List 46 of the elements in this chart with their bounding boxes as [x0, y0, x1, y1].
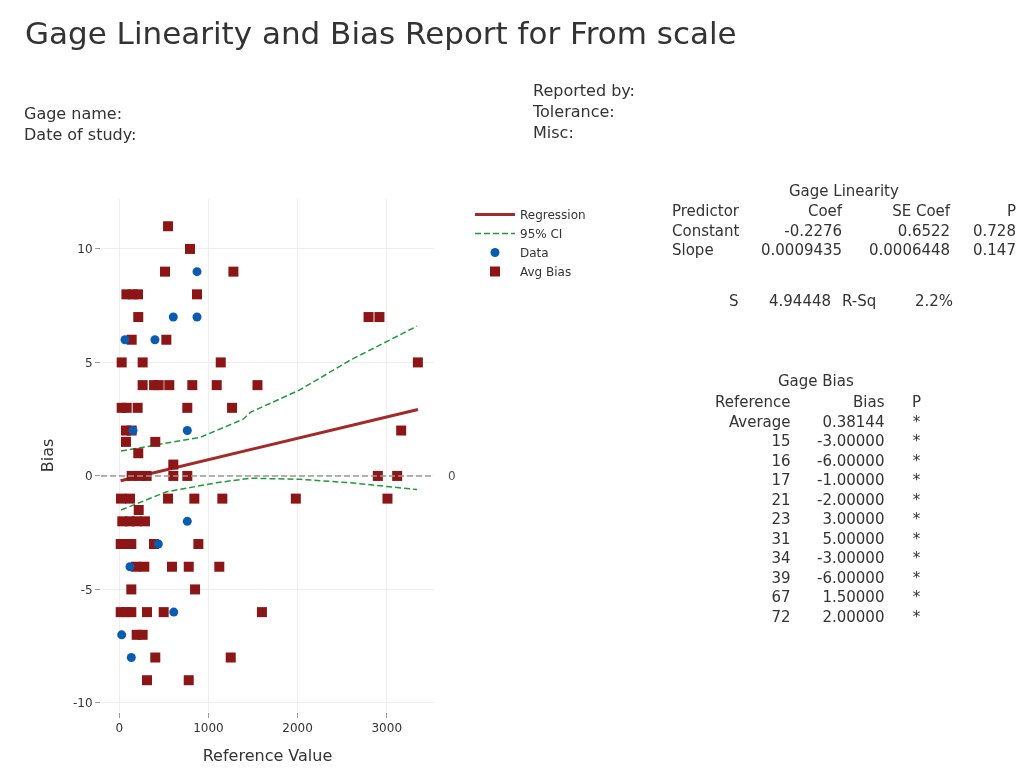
point	[168, 312, 178, 322]
text: R-Sq	[842, 292, 877, 310]
point	[192, 267, 202, 277]
y-axis-title: Bias	[37, 438, 57, 473]
legend-label: Data	[520, 246, 549, 261]
text: Predictor Constant Slope	[672, 202, 740, 259]
line-series	[120, 325, 418, 452]
point	[117, 630, 127, 640]
point	[150, 335, 160, 345]
point	[169, 607, 179, 617]
y-tick-label: -10	[72, 696, 93, 711]
text: Gage Bias	[778, 372, 854, 390]
legend-label: Regression	[520, 208, 586, 223]
x-tick-label: 2000	[282, 721, 313, 736]
point	[182, 426, 192, 436]
text: Gage Linearity	[789, 182, 899, 200]
legend-label: 95% CI	[520, 227, 563, 242]
text: SE Coef 0.6522 0.0006448	[869, 202, 951, 259]
y-tick-label: -5	[80, 582, 93, 597]
ref-line-label: 0	[448, 469, 456, 483]
text: P * * * * * * * * * * *	[912, 393, 922, 626]
y-tick-label: 10	[77, 242, 93, 257]
text: Gage name: Date of study:	[24, 104, 137, 144]
point	[125, 562, 135, 572]
text: 2.2%	[915, 292, 954, 310]
x-axis-title: Reference Value	[202, 746, 333, 766]
text: Bias 0.38144 -3.00000 -6.00000 -1.00000 -2.00000 3.00000 5.00000 -3.00000 -6.00000 1.50000 2.00000	[817, 393, 885, 626]
point	[182, 516, 192, 526]
x-tick-label: 3000	[371, 721, 403, 736]
point	[153, 539, 163, 549]
x-tick-label: 0	[115, 721, 124, 736]
x-tick-label: 1000	[193, 721, 224, 736]
text: S	[729, 292, 739, 310]
text: 4.94448	[769, 292, 832, 310]
point	[192, 312, 202, 322]
text: Reference Average 15 16 17 21 23 31 34 39 67 72	[715, 393, 791, 626]
point	[120, 335, 130, 345]
text: P 0.728 0.147	[973, 202, 1016, 259]
y-tick-label: 0	[84, 469, 93, 484]
legend-label: Avg Bias	[520, 265, 572, 280]
chart-title: Gage Linearity and Bias Report for From scale	[25, 14, 737, 51]
y-tick-label: 5	[84, 355, 93, 370]
point	[126, 653, 136, 663]
text: Reported by: Tolerance: Misc:	[532, 81, 635, 142]
line-series	[120, 477, 418, 511]
text: Coef -0.2276 0.0009435	[761, 202, 843, 259]
